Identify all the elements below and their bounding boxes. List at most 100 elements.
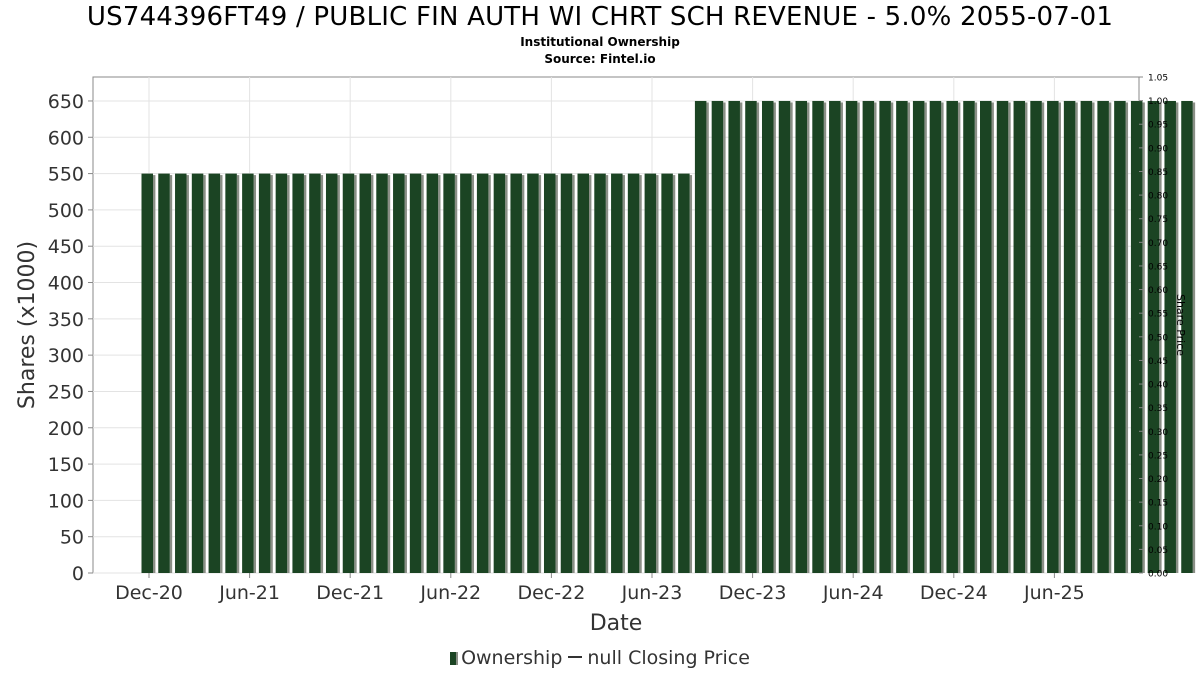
bar — [1097, 100, 1109, 574]
y2-tick-label: 0.20 — [1148, 475, 1168, 485]
bar — [829, 100, 841, 574]
bar-shadow — [471, 175, 475, 574]
bar — [225, 173, 237, 574]
x-tick-label: Jun-24 — [822, 582, 884, 604]
bar — [929, 100, 942, 574]
x-tick-label: Jun-23 — [621, 582, 683, 604]
bar — [258, 173, 271, 574]
x-tick-label: Jun-25 — [1023, 582, 1085, 604]
bar-shadow — [186, 175, 189, 574]
x-tick-label: Dec-23 — [719, 582, 787, 604]
bar — [191, 173, 204, 574]
bar-shadow — [203, 175, 206, 574]
bar — [493, 173, 506, 574]
bar — [795, 100, 808, 574]
bar — [728, 100, 740, 574]
chart-subtitle: Institutional Ownership — [520, 35, 680, 49]
x-tick-label: Dec-20 — [115, 582, 183, 604]
bar — [1114, 100, 1126, 574]
y2-axis-label: Share Price — [1174, 294, 1187, 356]
y-tick-label: 550 — [48, 164, 84, 186]
x-tick-label: Dec-21 — [316, 582, 384, 604]
bar — [510, 173, 522, 574]
y2-tick-label: 0.50 — [1148, 333, 1168, 343]
bar — [175, 173, 187, 574]
y-tick-label: 250 — [48, 381, 84, 403]
bar-shadow — [723, 102, 726, 574]
y-tick-label: 200 — [48, 418, 84, 440]
bar-shadow — [303, 175, 307, 574]
bar — [644, 173, 657, 574]
bar-shadow — [924, 102, 927, 574]
bar-shadow — [874, 102, 877, 574]
y2-tick-label: 0.75 — [1148, 215, 1168, 225]
y2-tick-label: 0.55 — [1148, 310, 1168, 320]
y2-tick-label: 0.70 — [1148, 239, 1168, 249]
y2-tick-label: 1.05 — [1148, 74, 1168, 84]
bar — [1147, 100, 1160, 574]
bar-shadow — [572, 175, 575, 574]
chart-title: US744396FT49 / PUBLIC FIN AUTH WI CHRT S… — [86, 2, 1114, 32]
bar-shadow — [957, 102, 961, 574]
bar-shadow — [857, 102, 860, 574]
bar-shadow — [153, 175, 156, 574]
bar — [1181, 100, 1193, 574]
bar-shadow — [941, 102, 944, 574]
y2-tick-label: 0.30 — [1148, 428, 1168, 438]
bar — [1164, 100, 1176, 574]
bar-shadow — [387, 175, 391, 574]
bar — [543, 173, 556, 574]
bar-shadow — [371, 175, 374, 574]
bar-shadow — [1092, 102, 1095, 574]
bar-shadow — [589, 175, 592, 574]
y-axis-label: Shares (x1000) — [15, 241, 40, 409]
y2-tick-label: 0.25 — [1148, 451, 1168, 461]
bar — [980, 100, 992, 574]
bar-shadow — [438, 175, 441, 574]
bar — [426, 173, 439, 574]
bar — [325, 173, 338, 574]
bar-shadow — [236, 175, 240, 574]
y2-tick-label: 0.45 — [1148, 357, 1168, 367]
bar — [577, 173, 590, 574]
y-tick-label: 50 — [60, 527, 84, 549]
bar-shadow — [538, 175, 542, 574]
legend: Ownership null Closing Price — [0, 647, 1200, 669]
bar — [292, 173, 304, 574]
bar-shadow — [1108, 102, 1112, 574]
bar-shadow — [773, 102, 776, 574]
x-tick-label: Jun-22 — [419, 582, 481, 604]
ownership-legend-swatch — [450, 652, 459, 665]
y2-tick-label: 0.05 — [1148, 546, 1168, 556]
bar — [141, 173, 153, 574]
bar-shadow — [974, 102, 978, 574]
y2-tick-label: 0.40 — [1148, 381, 1168, 391]
bar-shadow — [169, 175, 173, 574]
bar — [393, 173, 405, 574]
bar — [560, 173, 573, 574]
axes-layer: Dec-20 Jun-21 Dec-21 Jun-22 Dec-22 Jun-23 Dec-… — [48, 74, 1169, 605]
bar — [1030, 100, 1042, 574]
y-tick-label: 300 — [48, 345, 84, 367]
bar-shadow — [505, 175, 508, 574]
bar-shadow — [1192, 102, 1196, 574]
y2-tick-label: 0.90 — [1148, 144, 1168, 154]
bar — [409, 173, 422, 574]
bar — [862, 100, 875, 574]
bar-shadow — [1075, 102, 1078, 574]
bar-shadow — [656, 175, 659, 574]
bar-shadow — [521, 175, 525, 574]
bar — [275, 173, 288, 574]
bar-shadow — [287, 175, 290, 574]
bar — [761, 100, 774, 574]
bar — [359, 173, 372, 574]
bar-shadow — [739, 102, 743, 574]
bar-shadow — [488, 175, 491, 574]
bar-shadow — [790, 102, 793, 574]
bar-shadow — [706, 102, 709, 574]
y-tick-label: 350 — [48, 309, 84, 331]
bar-shadow — [1175, 102, 1179, 574]
price-legend-label: null Closing Price — [587, 647, 750, 669]
